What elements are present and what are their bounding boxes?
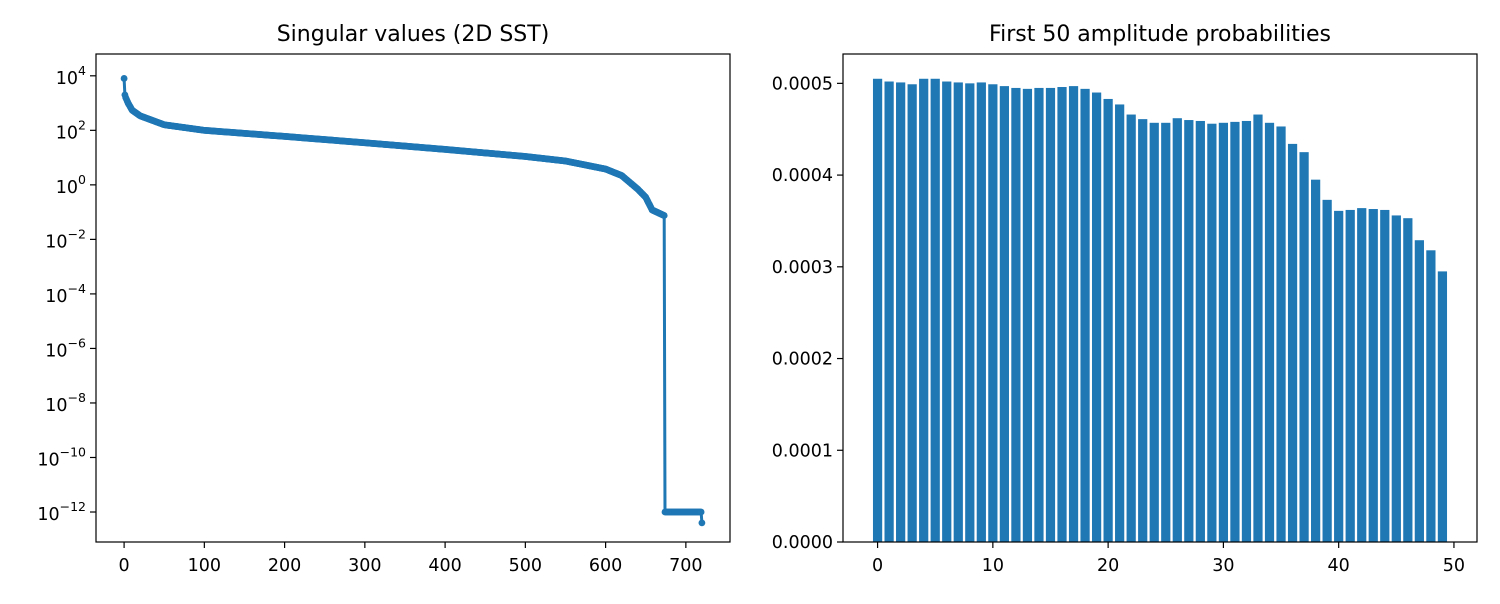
plot-area [120,75,706,527]
x-tick-label: 300 [348,556,381,576]
bar [1172,118,1182,543]
axes-frame [842,53,1478,543]
amplitude-probabilities-chart: First 50 amplitude probabilities 0 10 20 30… [772,22,1478,576]
y-tick-label: 0.0002 [772,350,833,370]
bar [1115,104,1125,542]
data-point [120,75,128,82]
x-tick-label: 500 [509,556,542,576]
x-tick-label: 30 [1212,556,1234,576]
bar [1207,123,1217,543]
bar [1241,120,1252,543]
bar [1368,209,1378,542]
y-tick-label: 10−8 [45,390,86,416]
y-tick-label: 10−12 [37,499,86,525]
plot-area [872,78,1448,543]
y-tick-label: 0.0000 [772,533,833,553]
y-tick-label: 104 [56,63,86,89]
bar [884,81,894,543]
bar [1022,88,1033,543]
x-tick-label: 200 [268,556,301,576]
bar [999,86,1009,543]
y-axis: 0.0000 0.0001 0.0002 0.0003 0.0004 0.0005 [772,74,843,553]
bar [1287,143,1298,542]
y-tick-label: 0.0004 [772,166,833,186]
bar [1184,120,1194,543]
y-tick-label: 102 [56,117,86,143]
x-axis: 0 100 200 300 400 500 600 700 [119,542,703,576]
bar [1195,120,1205,543]
bar [1334,210,1344,543]
data-point [697,508,705,516]
bar [1230,121,1240,542]
axes-frame [95,53,731,543]
x-tick-label: 20 [1097,556,1119,576]
bar [896,82,906,542]
bar [907,84,917,543]
y-tick-label: 100 [56,172,86,198]
bar [1045,87,1056,542]
bar [1161,122,1171,543]
bar [1057,87,1067,543]
bar [965,83,975,542]
bar [1264,122,1275,543]
x-tick-label: 50 [1443,556,1465,576]
bar [1414,240,1424,542]
bar [1437,271,1448,542]
x-axis: 0 10 20 30 40 50 [872,542,1465,576]
bar [988,84,998,543]
y-tick-label: 10−6 [45,335,86,361]
bar [1311,179,1321,543]
bar [942,81,952,543]
bar [1091,92,1102,542]
bar [1345,209,1355,542]
y-tick-label: 0.0001 [772,441,833,461]
bar [1080,88,1090,543]
bar [1426,250,1436,543]
singular-values-chart: Singular values (2D SST) 0 100 200 300 400 50… [37,22,731,576]
bar [1218,122,1229,543]
y-tick-label: 10−4 [45,281,86,307]
x-tick-label: 0 [872,556,883,576]
x-tick-label: 600 [589,556,622,576]
y-tick-label: 10−10 [37,444,86,470]
bar [1103,98,1113,542]
bar [919,78,929,543]
bar [1253,114,1263,542]
x-tick-label: 0 [119,556,130,576]
bar [1276,126,1286,542]
y-tick-label: 0.0003 [772,258,833,278]
bar [953,82,963,542]
bar [1322,199,1332,542]
x-tick-label: 10 [982,556,1004,576]
bar [1299,152,1309,542]
bar [1391,215,1401,542]
chart-title: First 50 amplitude probabilities [989,22,1331,47]
bar [1034,87,1044,542]
y-tick-label: 0.0005 [772,74,833,94]
bar [1138,119,1148,542]
bar [872,78,883,543]
x-tick-label: 400 [428,556,461,576]
bar [1126,114,1136,542]
data-point [698,519,706,527]
data-point [660,212,668,219]
y-axis: 104 102 100 10−2 10−4 10−6 10−8 10−10 10−12 [37,63,96,525]
bar [930,78,940,543]
bar [1357,208,1367,543]
chart-title: Singular values (2D SST) [277,22,550,47]
bar [1403,218,1413,542]
bar [1011,87,1021,542]
y-tick-label: 10−2 [45,226,86,252]
bar [1068,86,1079,543]
x-tick-label: 700 [669,556,702,576]
bar [1380,209,1390,542]
bar [1149,122,1159,543]
bar [976,82,986,542]
x-tick-label: 40 [1328,556,1350,576]
x-tick-label: 100 [188,556,221,576]
